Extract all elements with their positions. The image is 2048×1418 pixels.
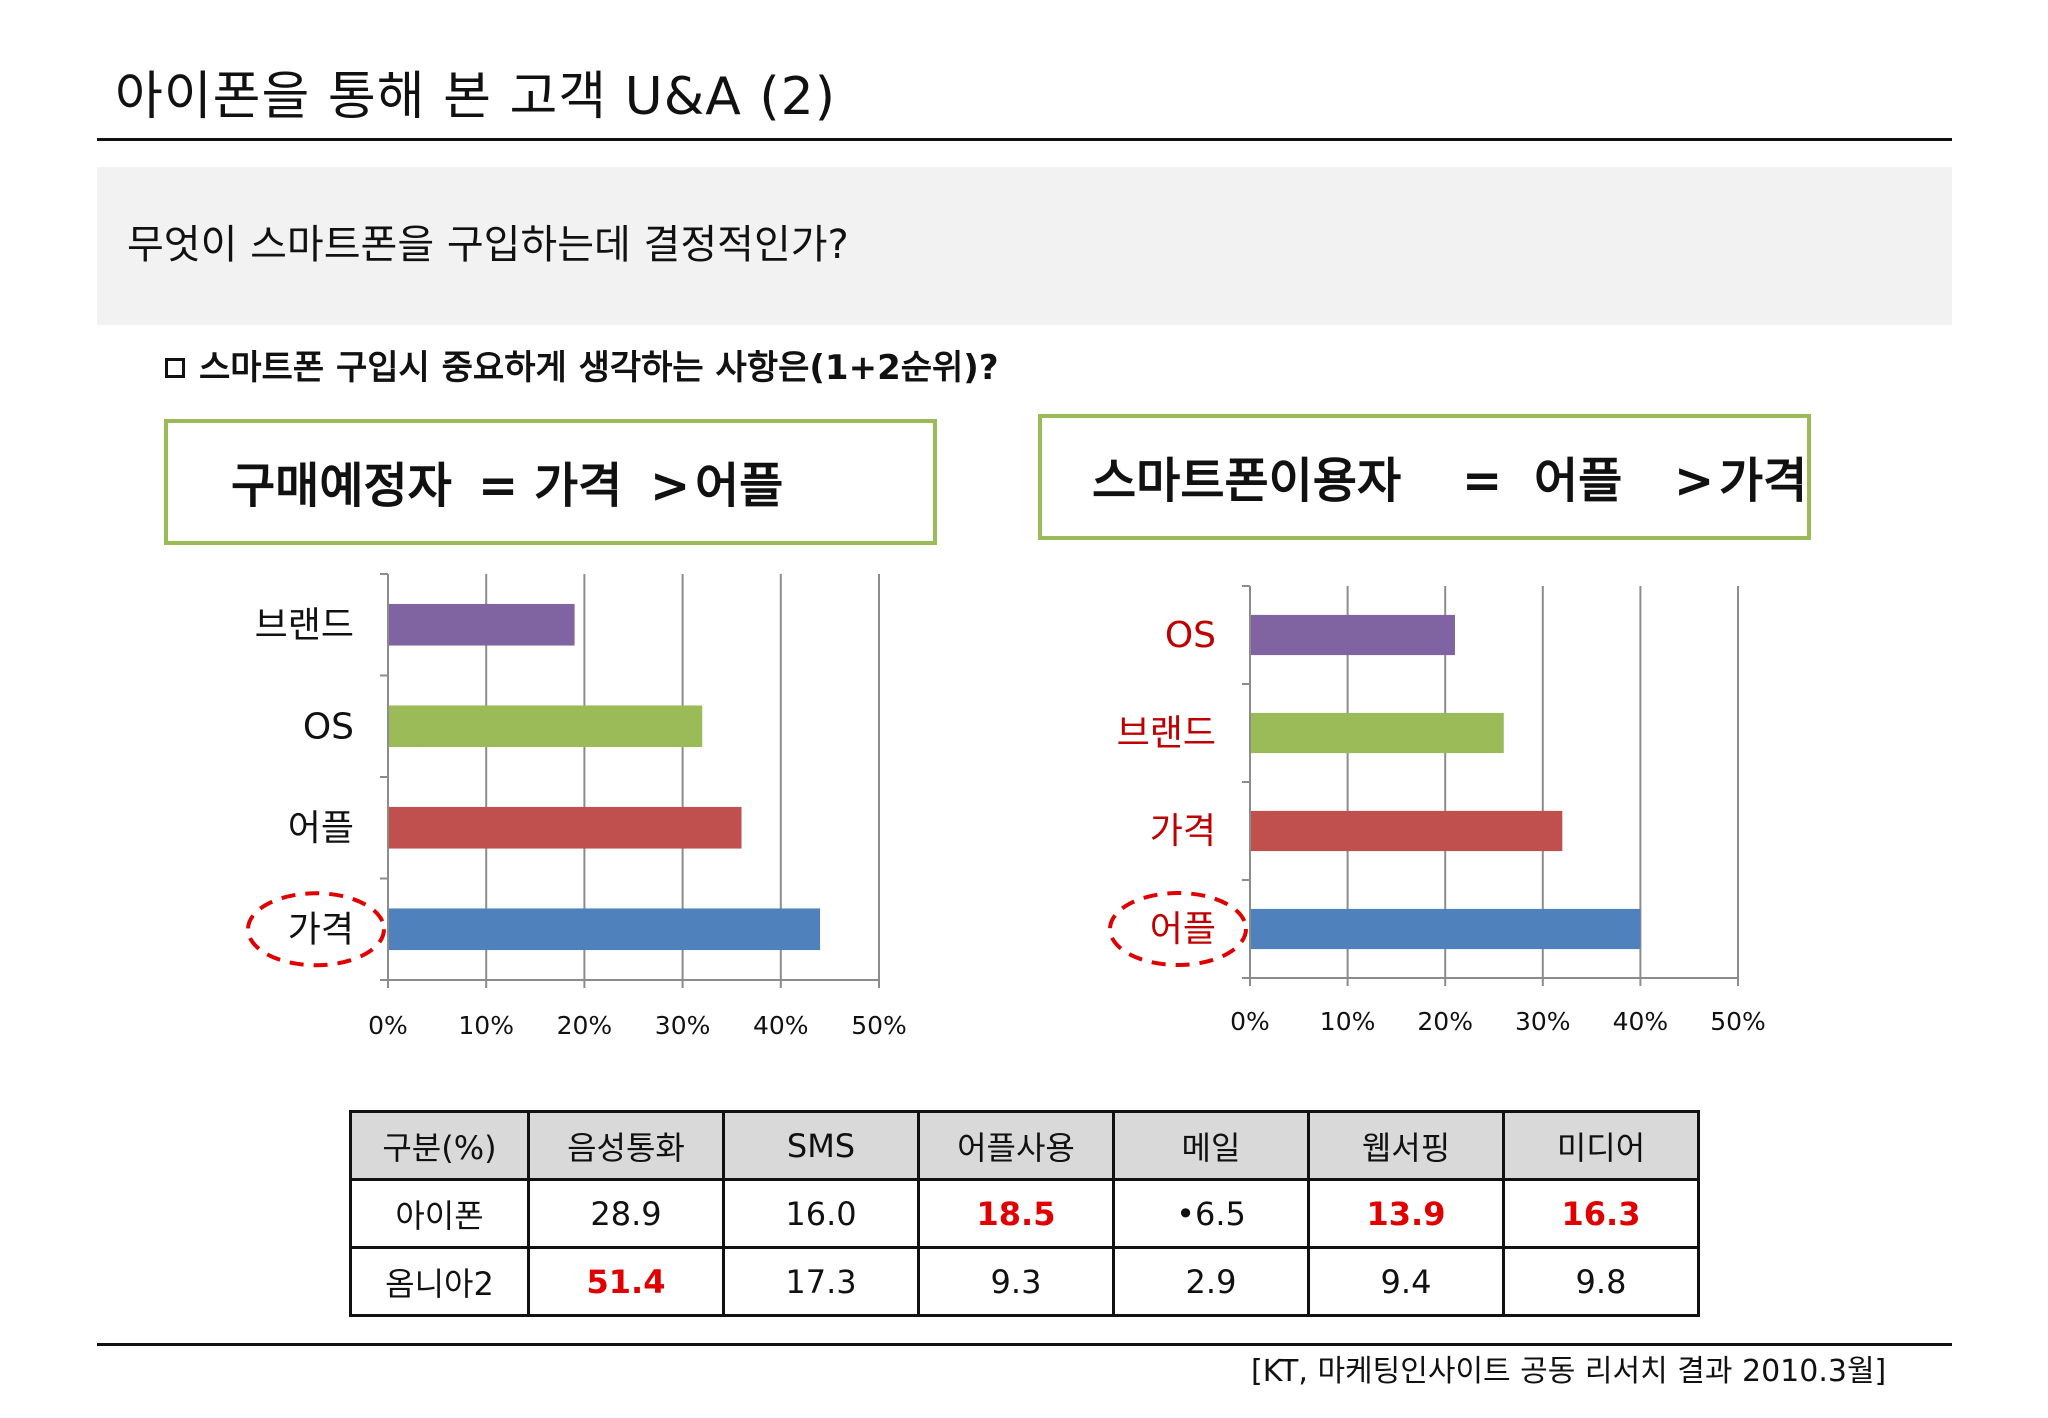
category-label: 브랜드 bbox=[1117, 713, 1216, 754]
callout-left-eq: = bbox=[478, 458, 519, 514]
table-cell: 51.4 bbox=[527, 1246, 725, 1317]
x-tick-label: 40% bbox=[753, 1011, 809, 1040]
highlight-circle bbox=[1108, 891, 1248, 967]
table-cell: 13.9 bbox=[1307, 1178, 1505, 1249]
callout-right-gt: > bbox=[1674, 453, 1715, 509]
category-label: OS bbox=[1165, 615, 1216, 656]
bar bbox=[389, 806, 742, 849]
bar bbox=[1251, 810, 1563, 852]
x-tick-label: 20% bbox=[1417, 1007, 1473, 1036]
table-header-cell: 구분(%) bbox=[349, 1110, 530, 1181]
bar bbox=[389, 603, 575, 646]
table-row-label: 옴니아2 bbox=[349, 1246, 530, 1317]
table-row: 아이폰 28.9 16.0 18.5 •6.5 13.9 16.3 bbox=[349, 1178, 1700, 1249]
table-cell: 9.3 bbox=[917, 1246, 1115, 1317]
table-cell: 2.9 bbox=[1112, 1246, 1310, 1317]
callout-left-first: 가격 bbox=[534, 458, 623, 514]
table-header-cell: 음성통화 bbox=[527, 1110, 725, 1181]
callout-left-gt: > bbox=[650, 458, 691, 514]
table-cell: 9.4 bbox=[1307, 1246, 1505, 1317]
subheading-text: 스마트폰 구입시 중요하게 생각하는 사항은(1+2순위)? bbox=[199, 348, 999, 388]
checkbox-icon bbox=[165, 358, 185, 378]
bar bbox=[389, 705, 703, 748]
highlight-circle bbox=[246, 891, 386, 968]
table-header-cell: 어플사용 bbox=[917, 1110, 1115, 1181]
bar bbox=[389, 908, 821, 951]
question-box: 무엇이 스마트폰을 구입하는데 결정적인가? bbox=[97, 167, 1952, 325]
x-tick-label: 50% bbox=[851, 1011, 907, 1040]
title-divider bbox=[97, 138, 1952, 141]
callout-left: 구매예정자 = 가격 > 어플 bbox=[164, 419, 937, 545]
bar bbox=[1251, 908, 1641, 950]
table-cell: 9.8 bbox=[1502, 1246, 1700, 1317]
table-row: 옴니아2 51.4 17.3 9.3 2.9 9.4 9.8 bbox=[349, 1246, 1700, 1317]
x-tick-label: 10% bbox=[458, 1011, 514, 1040]
x-tick-label: 0% bbox=[368, 1011, 408, 1040]
question-text: 무엇이 스마트폰을 구입하는데 결정적인가? bbox=[127, 222, 849, 268]
table-cell: 16.3 bbox=[1502, 1178, 1700, 1249]
category-label: 가격 bbox=[1150, 811, 1216, 852]
table-cell: 17.3 bbox=[722, 1246, 920, 1317]
category-label: 어플 bbox=[288, 808, 354, 849]
table-cell: 18.5 bbox=[917, 1178, 1115, 1249]
x-tick-label: 30% bbox=[655, 1011, 711, 1040]
x-tick-label: 0% bbox=[1230, 1007, 1270, 1036]
x-tick-label: 10% bbox=[1320, 1007, 1376, 1036]
table-header-cell: 메일 bbox=[1112, 1110, 1310, 1181]
table-cell: •6.5 bbox=[1112, 1178, 1310, 1249]
table-header-cell: 웹서핑 bbox=[1307, 1110, 1505, 1181]
table-cell: 16.0 bbox=[722, 1178, 920, 1249]
table-header-row: 구분(%) 음성통화 SMS 어플사용 메일 웹서핑 미디어 bbox=[349, 1110, 1700, 1181]
category-label: 브랜드 bbox=[255, 605, 354, 646]
subheading: 스마트폰 구입시 중요하게 생각하는 사항은(1+2순위)? bbox=[165, 343, 999, 393]
callout-left-second: 어플 bbox=[695, 458, 784, 514]
category-label: 어플 bbox=[1150, 909, 1216, 950]
category-label: 가격 bbox=[288, 909, 354, 950]
source-note: [KT, 마케팅인사이트 공동 리서치 결과 2010.3월] bbox=[1251, 1354, 1887, 1389]
callout-right-first: 어플 bbox=[1534, 453, 1623, 509]
table-header-cell: SMS bbox=[722, 1110, 920, 1181]
bar bbox=[1251, 712, 1504, 754]
x-tick-label: 40% bbox=[1613, 1007, 1669, 1036]
x-tick-label: 50% bbox=[1710, 1007, 1766, 1036]
callout-left-group: 구매예정자 bbox=[231, 458, 452, 514]
page-title: 아이폰을 통해 본 고객 U&A (2) bbox=[115, 67, 837, 127]
table-header-cell: 미디어 bbox=[1502, 1110, 1700, 1181]
bar bbox=[1251, 614, 1455, 656]
table-cell: 28.9 bbox=[527, 1178, 725, 1249]
category-label: OS bbox=[303, 706, 354, 747]
callout-right-group: 스마트폰이용자 bbox=[1092, 453, 1402, 509]
callout-right: 스마트폰이용자 = 어플 > 가격 bbox=[1038, 414, 1811, 540]
x-tick-label: 30% bbox=[1515, 1007, 1571, 1036]
bottom-divider bbox=[97, 1343, 1952, 1346]
x-tick-label: 20% bbox=[557, 1011, 613, 1040]
usage-table: 구분(%) 음성통화 SMS 어플사용 메일 웹서핑 미디어 아이폰 28.9 … bbox=[349, 1110, 1700, 1317]
callout-right-eq: = bbox=[1462, 453, 1503, 509]
callout-right-second: 가격 bbox=[1719, 453, 1808, 509]
table-row-label: 아이폰 bbox=[349, 1178, 530, 1249]
